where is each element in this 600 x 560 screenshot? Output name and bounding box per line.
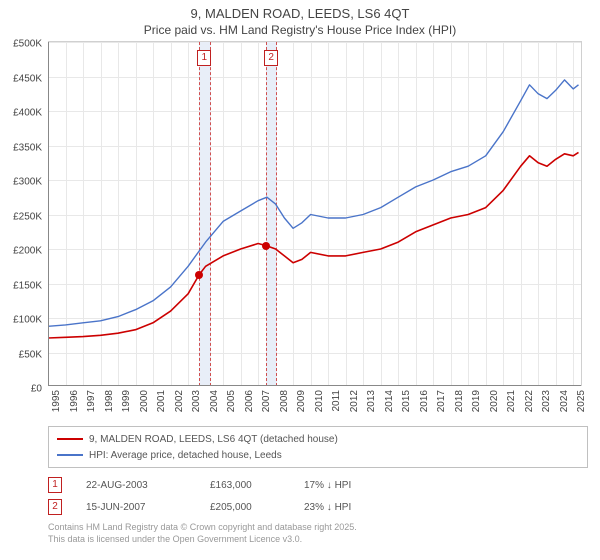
x-tick-label: 2024 bbox=[559, 390, 570, 412]
x-tick-label: 2016 bbox=[419, 390, 430, 412]
y-tick-label: £350K bbox=[13, 142, 42, 153]
line-series-svg bbox=[48, 42, 582, 387]
x-tick-label: 2004 bbox=[209, 390, 220, 412]
x-tick-label: 2005 bbox=[226, 390, 237, 412]
legend-swatch bbox=[57, 438, 83, 440]
footer-line-2: This data is licensed under the Open Gov… bbox=[48, 534, 600, 546]
transaction-date: 15-JUN-2007 bbox=[86, 502, 186, 513]
x-tick-label: 2023 bbox=[541, 390, 552, 412]
x-tick-label: 2025 bbox=[576, 390, 587, 412]
series-hpi bbox=[48, 80, 579, 326]
transaction-dot bbox=[262, 242, 270, 250]
x-tick-label: 2007 bbox=[261, 390, 272, 412]
legend-label: 9, MALDEN ROAD, LEEDS, LS6 4QT (detached… bbox=[89, 434, 338, 445]
transaction-row: 2 15-JUN-2007 £205,000 23% ↓ HPI bbox=[48, 496, 600, 518]
x-tick-label: 2001 bbox=[156, 390, 167, 412]
x-tick-label: 2017 bbox=[436, 390, 447, 412]
transaction-row: 1 22-AUG-2003 £163,000 17% ↓ HPI bbox=[48, 474, 600, 496]
plot-area: 12 bbox=[48, 41, 582, 386]
y-tick-label: £200K bbox=[13, 246, 42, 257]
y-tick-label: £250K bbox=[13, 211, 42, 222]
transaction-diff: 23% ↓ HPI bbox=[304, 502, 384, 513]
x-tick-label: 2000 bbox=[139, 390, 150, 412]
x-tick-label: 2020 bbox=[489, 390, 500, 412]
x-tick-label: 2014 bbox=[384, 390, 395, 412]
legend-row: 9, MALDEN ROAD, LEEDS, LS6 4QT (detached… bbox=[57, 431, 579, 447]
series-property bbox=[48, 152, 579, 338]
chart-container: 9, MALDEN ROAD, LEEDS, LS6 4QT Price pai… bbox=[0, 0, 600, 560]
x-tick-label: 1997 bbox=[86, 390, 97, 412]
page-subtitle: Price paid vs. HM Land Registry's House … bbox=[0, 21, 600, 41]
y-tick-label: £100K bbox=[13, 315, 42, 326]
x-tick-label: 2002 bbox=[174, 390, 185, 412]
transaction-badge: 1 bbox=[48, 477, 62, 493]
transaction-price: £163,000 bbox=[210, 480, 280, 491]
x-tick-label: 1998 bbox=[104, 390, 115, 412]
x-tick-label: 1999 bbox=[121, 390, 132, 412]
legend-label: HPI: Average price, detached house, Leed… bbox=[89, 450, 282, 461]
x-tick-label: 2022 bbox=[524, 390, 535, 412]
x-tick-label: 2012 bbox=[349, 390, 360, 412]
x-tick-label: 2008 bbox=[279, 390, 290, 412]
x-tick-label: 1995 bbox=[51, 390, 62, 412]
y-tick-label: £0 bbox=[31, 384, 42, 395]
transaction-dot bbox=[195, 271, 203, 279]
x-tick-label: 2009 bbox=[296, 390, 307, 412]
footer-line-1: Contains HM Land Registry data © Crown c… bbox=[48, 522, 600, 534]
x-tick-label: 2018 bbox=[454, 390, 465, 412]
transaction-badge: 2 bbox=[48, 499, 62, 515]
y-tick-label: £400K bbox=[13, 108, 42, 119]
x-tick-label: 2003 bbox=[191, 390, 202, 412]
x-tick-label: 2021 bbox=[506, 390, 517, 412]
y-axis-labels: £0£50K£100K£150K£200K£250K£300K£350K£400… bbox=[0, 44, 46, 389]
y-tick-label: £50K bbox=[19, 349, 42, 360]
y-axis-line bbox=[48, 42, 49, 386]
y-tick-label: £150K bbox=[13, 280, 42, 291]
x-tick-label: 1996 bbox=[69, 390, 80, 412]
x-tick-label: 2019 bbox=[471, 390, 482, 412]
plot-background: 12 bbox=[48, 41, 582, 386]
x-tick-label: 2010 bbox=[314, 390, 325, 412]
x-tick-label: 2015 bbox=[401, 390, 412, 412]
x-tick-label: 2011 bbox=[331, 390, 342, 412]
transaction-price: £205,000 bbox=[210, 502, 280, 513]
x-tick-label: 2006 bbox=[244, 390, 255, 412]
y-tick-label: £300K bbox=[13, 177, 42, 188]
footer-attribution: Contains HM Land Registry data © Crown c… bbox=[48, 522, 600, 545]
y-tick-label: £500K bbox=[13, 39, 42, 50]
transaction-date: 22-AUG-2003 bbox=[86, 480, 186, 491]
x-axis-labels: 1995 1996 1997 1998 1999 2000 2001 2002 2003 2004… bbox=[48, 386, 582, 426]
legend-row: HPI: Average price, detached house, Leed… bbox=[57, 447, 579, 463]
x-tick-label: 2013 bbox=[366, 390, 377, 412]
transactions-table: 1 22-AUG-2003 £163,000 17% ↓ HPI 2 15-JUN-200… bbox=[48, 474, 600, 518]
transaction-diff: 17% ↓ HPI bbox=[304, 480, 384, 491]
y-tick-label: £450K bbox=[13, 73, 42, 84]
page-title: 9, MALDEN ROAD, LEEDS, LS6 4QT bbox=[0, 0, 600, 21]
legend-box: 9, MALDEN ROAD, LEEDS, LS6 4QT (detached… bbox=[48, 426, 588, 468]
legend-swatch bbox=[57, 454, 83, 456]
